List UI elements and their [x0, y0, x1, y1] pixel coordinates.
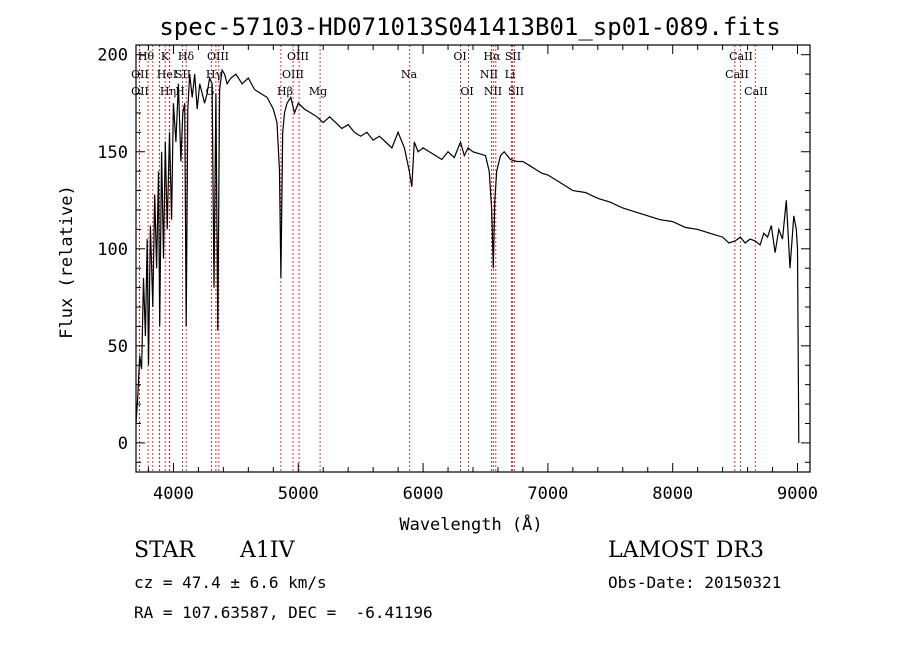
- x-tick-label: 4000: [153, 484, 194, 504]
- observation-date: Obs-Date: 20150321: [608, 573, 782, 592]
- x-tick-label: 5000: [278, 484, 319, 504]
- x-axis-label: Wavelength (Å): [399, 513, 542, 535]
- x-tick-label: 6000: [403, 484, 444, 504]
- line-label-1-5: Na: [401, 68, 418, 81]
- spectral-line-markers: [138, 45, 756, 472]
- line-label-1-7: Li: [505, 68, 516, 81]
- line-label-1-6: NII: [480, 68, 498, 81]
- y-tick-label: 200: [97, 46, 128, 66]
- x-tick-label: 9000: [777, 484, 818, 504]
- line-label-2-1: Hη: [160, 85, 176, 98]
- line-label-2-5: Mg: [309, 85, 327, 98]
- y-axis-ticks: 0 50 100 150 200: [97, 46, 810, 463]
- line-label-0-6: Hα: [483, 50, 501, 63]
- line-label-0-5: OI: [453, 50, 466, 63]
- line-label-0-2: Hδ: [178, 50, 195, 63]
- survey-name: LAMOST DR3: [608, 538, 764, 563]
- line-label-2-7: NII: [484, 85, 502, 98]
- chart-title: spec-57103-HD071013S041413B01_sp01-089.f…: [159, 13, 780, 41]
- line-label-0-4: OIII: [287, 50, 309, 63]
- y-axis-label: Flux (relative): [57, 185, 77, 339]
- line-label-0-3: OIII: [207, 50, 229, 63]
- ra-dec-coordinates: RA = 107.63587, DEC = -6.41196: [134, 603, 433, 622]
- line-label-2-0: OII: [131, 85, 149, 98]
- line-label-2-6: OI: [460, 85, 473, 98]
- line-label-0-1: K: [161, 50, 170, 63]
- object-class: STAR: [134, 538, 195, 563]
- x-tick-label: 7000: [527, 484, 568, 504]
- line-label-2-8: SII: [508, 85, 524, 98]
- y-tick-label: 0: [118, 434, 128, 454]
- line-label-1-3: Hγ: [206, 68, 223, 81]
- line-label-2-2: H: [175, 85, 185, 98]
- line-label-1-1: HeI: [157, 68, 177, 81]
- line-label-0-8: CaII: [729, 50, 753, 63]
- line-label-1-8: CaII: [725, 68, 749, 81]
- x-tick-label: 8000: [652, 484, 693, 504]
- line-label-0-7: SII: [505, 50, 521, 63]
- y-tick-label: 100: [97, 240, 128, 260]
- line-label-0-0: Hθ: [138, 50, 155, 63]
- plot-frame: [135, 44, 811, 473]
- line-label-2-9: CaII: [744, 85, 768, 98]
- y-tick-label: 150: [97, 143, 128, 163]
- line-label-1-2: SII: [175, 68, 191, 81]
- x-axis-ticks: 4000 5000 6000 7000 8000 9000: [147, 45, 818, 504]
- line-label-2-3: G: [206, 85, 215, 98]
- flux-series-line: [135, 68, 800, 443]
- redshift-cz: cz = 47.4 ± 6.6 km/s: [134, 573, 327, 592]
- object-subclass: A1IV: [240, 538, 295, 563]
- y-tick-label: 50: [108, 337, 128, 357]
- line-label-1-4: OIII: [282, 68, 304, 81]
- line-label-2-4: Hβ: [277, 85, 293, 98]
